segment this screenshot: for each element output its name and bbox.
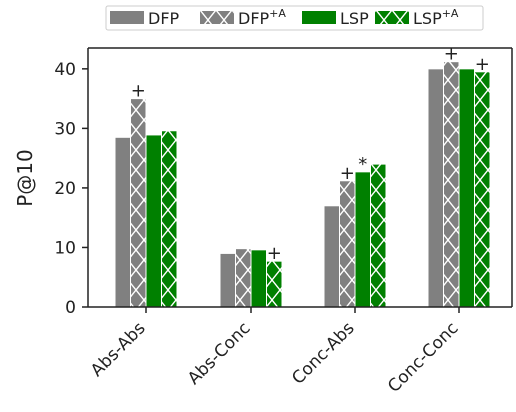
significance-marker: +: [267, 243, 282, 264]
bar-hatch-conc-conc-series-1: [443, 61, 459, 308]
bar-hatch-abs-conc-series-3: [266, 261, 282, 307]
y-tick-label: 30: [54, 119, 76, 139]
bar-hatch-conc-abs-series-3: [370, 164, 386, 307]
legend: DFP DFP+A LSP LSP+A: [105, 5, 484, 31]
y-axis-title: P@10: [13, 149, 37, 207]
legend-swatch: [110, 11, 144, 24]
legend-label: LSP: [340, 9, 369, 28]
bar-abs-abs-series-2: [145, 134, 162, 308]
bar-abs-abs-series-0: [114, 136, 131, 308]
bar-hatch-conc-abs-series-1: [339, 180, 355, 307]
y-tick-label: 40: [54, 60, 76, 80]
y-tick-label: 10: [54, 238, 76, 258]
significance-marker: +: [475, 54, 490, 75]
x-tick-label: Abs-Conc: [184, 318, 255, 389]
significance-marker: +: [340, 163, 355, 184]
significance-marker: *: [358, 154, 367, 175]
significance-marker: +: [131, 81, 146, 102]
legend-swatch: [302, 11, 336, 24]
bar-abs-conc-series-0: [219, 252, 236, 308]
bar-conc-conc-series-2: [458, 68, 475, 308]
x-tick-label: Abs-Abs: [87, 318, 150, 381]
significance-marker: +: [444, 44, 459, 65]
bar-hatch-abs-abs-series-3: [161, 130, 177, 307]
x-tick-label: Conc-Conc: [384, 318, 462, 396]
bar-hatch-abs-conc-series-1: [235, 248, 251, 307]
bar-conc-abs-series-0: [323, 205, 340, 308]
bar-conc-conc-series-0: [427, 68, 444, 308]
y-tick-label: 0: [65, 298, 76, 318]
legend-swatch-hatch: [200, 11, 234, 24]
bar-abs-conc-series-2: [250, 249, 267, 308]
x-tick-label: Conc-Abs: [288, 318, 358, 388]
bar-conc-abs-series-2: [354, 171, 371, 308]
legend-label: LSP+A: [413, 7, 459, 28]
bar-hatch-abs-abs-series-1: [130, 98, 146, 307]
y-tick-label: 20: [54, 179, 76, 199]
legend-swatch-hatch: [375, 11, 409, 24]
bar-hatch-conc-conc-series-3: [474, 71, 490, 307]
legend-label: DFP+A: [238, 7, 286, 28]
legend-label: DFP: [148, 9, 180, 28]
bars-group: [114, 61, 491, 308]
annotations-group: +++ *+ +: [131, 44, 490, 264]
